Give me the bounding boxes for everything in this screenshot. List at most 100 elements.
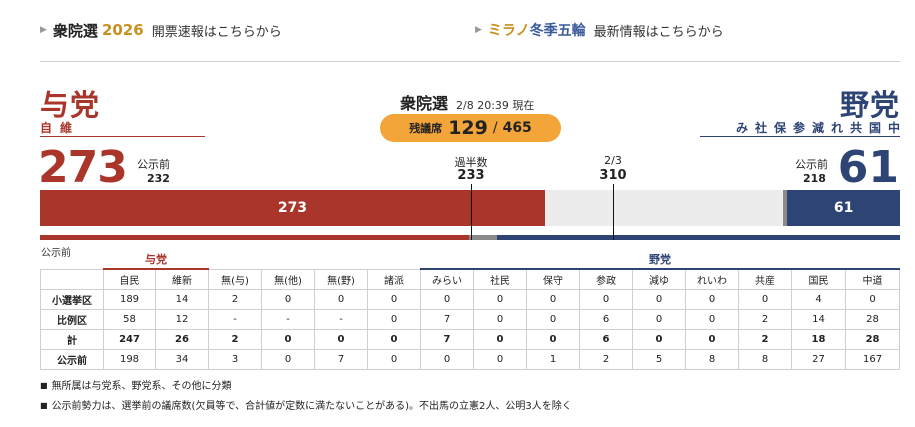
other-seat-bar — [783, 190, 788, 226]
table-row: 比例区 58 12- - -0 7 0 0 6 0 0 2 14 28 — [40, 308, 901, 330]
table-cell: 26 — [155, 328, 209, 350]
table-cell: 2 — [738, 308, 792, 330]
table-cell: 0 — [420, 288, 474, 310]
column-header: 自民 — [103, 268, 156, 290]
table-cell: 0 — [367, 348, 421, 370]
table-cell: 0 — [473, 288, 527, 310]
opposition-seat-count: 61 — [837, 142, 899, 193]
column-header: れいわ — [685, 268, 739, 290]
olympics-link[interactable]: ▶ ミラノ 冬季五輪 最新情報はこちらから — [475, 18, 724, 42]
row-label: 計 — [40, 328, 104, 350]
note-independents-text: 無所属は与党系、野党系、その他に分類 — [51, 381, 232, 392]
table-cell: 0 — [314, 328, 368, 350]
table-cell: 34 — [155, 348, 209, 370]
update-timestamp: 2/8 20:39 現在 — [456, 99, 535, 112]
table-cell: - — [314, 308, 368, 330]
majority-label: 過半数 — [454, 156, 488, 169]
table-cell: 14 — [155, 288, 209, 310]
election-results-link[interactable]: ▶ 衆院選 2026 開票速報はこちらから — [40, 18, 282, 42]
table-cell: 6 — [579, 328, 633, 350]
triangle-right-icon: ▶ — [475, 25, 482, 35]
table-cell: 0 — [367, 288, 421, 310]
table-cell: 6 — [579, 308, 633, 330]
ruling-party-title: 与党 — [40, 88, 101, 122]
olympics-link-title-a: ミラノ — [487, 23, 530, 39]
ruling-pre-seats: 232 — [147, 172, 170, 185]
independent-group-header — [209, 249, 421, 269]
table-cell: 0 — [632, 308, 686, 330]
ruling-party-members: 自維 — [40, 121, 81, 135]
table-cell: 0 — [632, 288, 686, 310]
table-cell: 0 — [685, 288, 739, 310]
table-cell: 7 — [314, 348, 368, 370]
ruling-pre-bar — [40, 235, 470, 240]
ruling-seat-bar: 273 — [40, 190, 545, 226]
table-cell: 7 — [420, 308, 474, 330]
election-title: 衆院選 — [400, 94, 449, 113]
column-header: 共産 — [738, 268, 792, 290]
election-link-year: 2026 — [101, 21, 144, 39]
table-cell: 189 — [103, 288, 156, 310]
two-thirds-label: 2/3 — [604, 154, 622, 167]
pre-election-label: 公示前 — [41, 248, 71, 259]
two-thirds-value: 310 — [599, 168, 627, 183]
table-cell: 0 — [632, 328, 686, 350]
opposition-party-members: み社保参減れ共国中 — [735, 121, 907, 135]
opposition-pre-seats: 218 — [803, 172, 826, 185]
table-cell: 0 — [526, 308, 580, 330]
opposition-seat-bar: 61 — [787, 190, 900, 226]
ruling-underline — [40, 136, 205, 137]
note-pre-election: ■ 公示前勢力は、選挙前の議席数(欠員等で、合計値が定数に満たないことがある)。不… — [40, 397, 572, 412]
bullet-icon: ■ — [40, 381, 48, 390]
majority-value: 233 — [457, 168, 485, 183]
table-cell: 1 — [526, 348, 580, 370]
table-cell: 0 — [526, 288, 580, 310]
table-cell: 198 — [103, 348, 156, 370]
table-cell: 18 — [791, 328, 846, 350]
column-header: 保守 — [526, 268, 580, 290]
table-cell: 58 — [103, 308, 156, 330]
party-breakdown-table: 与党 野党 自民 維新 無(与) 無(他) 無(野) 諸派 みらい 社民 保守 参政 減ゆ れいわ 共産… — [40, 249, 901, 370]
table-cell: 2 — [208, 328, 262, 350]
olympics-link-text: 最新情報はこちらから — [593, 24, 724, 40]
table-cell: 8 — [685, 348, 739, 370]
group-header-row: 与党 野党 — [41, 249, 900, 270]
column-header: 諸派 — [367, 268, 421, 290]
election-link-title: 衆院選 — [52, 21, 98, 40]
table-cell: 12 — [155, 308, 209, 330]
table-cell: 0 — [579, 288, 633, 310]
opposition-group-header: 野党 — [420, 249, 900, 270]
note-independents: ■ 無所属は与党系、野党系、その他に分類 — [40, 377, 232, 392]
table-cell: 0 — [473, 308, 527, 330]
ruling-pre-label: 公示前 — [137, 158, 170, 171]
table-cell: 28 — [844, 308, 901, 330]
table-cell: 3 — [208, 348, 262, 370]
opposition-party-title: 野党 — [839, 88, 900, 122]
table-cell: - — [208, 308, 262, 330]
column-header: 無(他) — [261, 268, 315, 290]
total-seats-value: 465 — [502, 120, 532, 136]
table-cell: 0 — [367, 328, 421, 350]
table-cell: 0 — [738, 288, 792, 310]
table-cell: 2 — [738, 328, 792, 350]
column-header-row: 自民 維新 無(与) 無(他) 無(野) 諸派 みらい 社民 保守 参政 減ゆ れいわ 共産 国民 中道 — [40, 268, 901, 290]
table-cell: 0 — [261, 288, 315, 310]
remaining-seats-badge: 残議席 129 / 465 — [380, 114, 561, 142]
table-cell: 0 — [367, 308, 421, 330]
table-body: 小選挙区 189 14 2 0 0 0 0 0 0 0 0 0 0 4 0 比例区 58 12- - -0 7 0 0 6 0 0 2… — [40, 288, 901, 370]
table-cell: 0 — [526, 328, 580, 350]
table-cell: 0 — [261, 328, 315, 350]
table-row: 公示前 198 34 3 0 7 0 0 0 1 2 5 8 8 27 167 — [40, 348, 901, 370]
row-label: 比例区 — [40, 308, 104, 330]
majority-marker-line — [471, 184, 472, 240]
table-cell: 0 — [685, 308, 739, 330]
row-label: 公示前 — [40, 348, 104, 370]
table-cell: 8 — [738, 348, 792, 370]
table-cell: 167 — [844, 348, 901, 370]
column-header: 無(野) — [314, 268, 368, 290]
column-header: 国民 — [791, 268, 846, 290]
column-header: 維新 — [155, 268, 209, 290]
table-cell: 14 — [791, 308, 846, 330]
center-title: 衆院選 2/8 20:39 現在 — [400, 90, 534, 114]
group-header-blank — [41, 249, 104, 269]
